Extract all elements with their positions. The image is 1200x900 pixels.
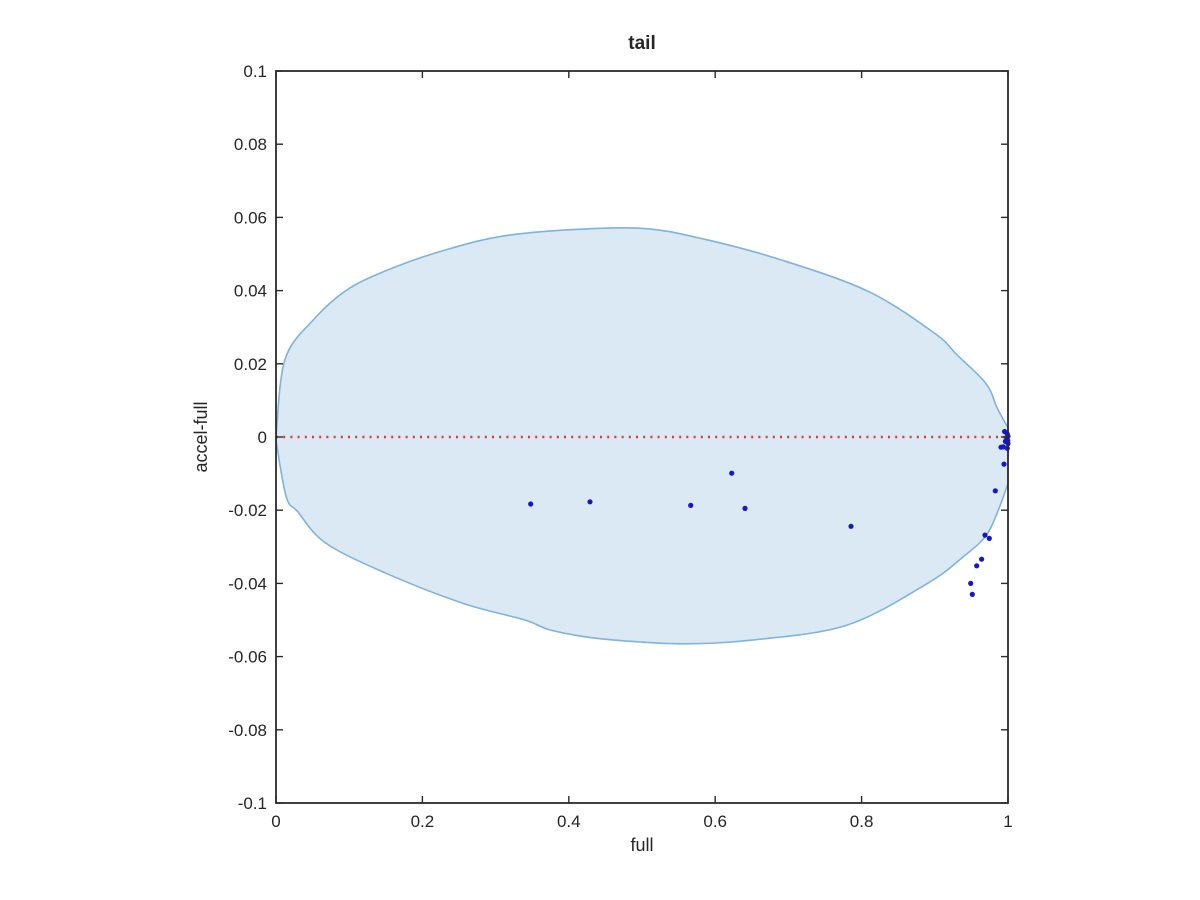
y-tick-label: 0	[258, 428, 267, 447]
y-tick-label: 0.02	[234, 355, 267, 374]
y-tick-label: -0.02	[228, 501, 267, 520]
data-point	[528, 501, 534, 507]
y-tick-label: 0.08	[234, 135, 267, 154]
data-point	[982, 532, 988, 538]
y-axis-label: accel-full	[191, 401, 211, 473]
x-tick-label: 0.4	[557, 812, 581, 831]
data-point	[729, 470, 735, 476]
x-tick-label: 0.2	[411, 812, 435, 831]
data-point	[992, 488, 998, 494]
data-point	[742, 505, 748, 511]
data-point	[979, 556, 985, 562]
x-tick-label: 0	[271, 812, 280, 831]
y-tick-label: 0.1	[243, 62, 267, 81]
x-tick-label: 1	[1003, 812, 1012, 831]
x-tick-label: 0.6	[703, 812, 727, 831]
y-tick-label: -0.06	[228, 648, 267, 667]
y-tick-label: -0.08	[228, 721, 267, 740]
y-tick-label: 0.04	[234, 282, 267, 301]
data-point	[848, 523, 854, 529]
data-point	[1002, 438, 1009, 444]
data-point	[974, 563, 980, 569]
data-point	[1000, 444, 1006, 450]
x-tick-label: 0.8	[850, 812, 874, 831]
data-point	[986, 535, 992, 542]
data-point	[969, 591, 975, 598]
data-point	[688, 502, 694, 508]
y-tick-label: -0.04	[228, 574, 267, 593]
data-point	[1001, 461, 1007, 467]
y-tick-label: 0.06	[234, 208, 267, 227]
confidence-band	[275, 227, 1009, 645]
data-point	[968, 580, 974, 587]
y-tick-label: -0.1	[238, 794, 267, 813]
x-axis-label: full	[630, 835, 654, 855]
data-point	[587, 499, 593, 505]
chart-title: tail	[628, 33, 656, 54]
